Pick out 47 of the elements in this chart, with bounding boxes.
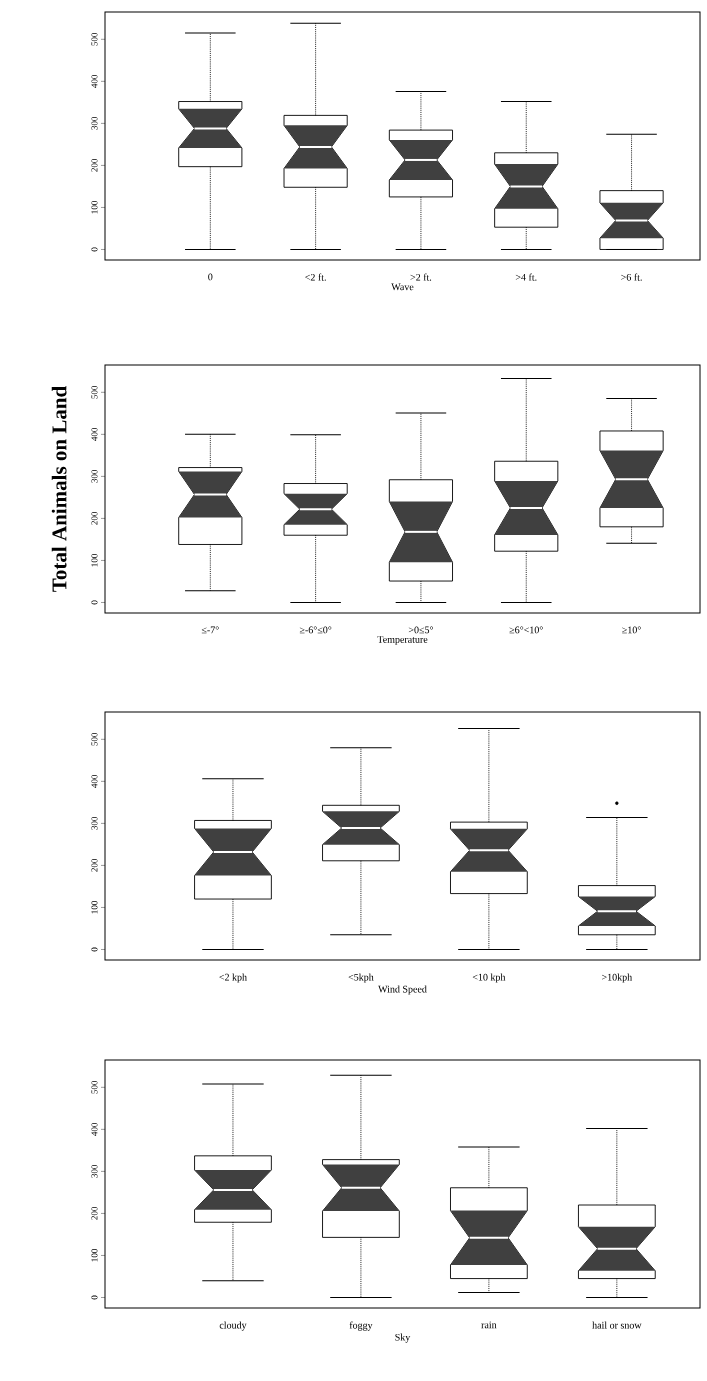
x-axis-title: Temperature bbox=[377, 636, 428, 645]
y-axis-title: Total Animals on Land bbox=[51, 386, 67, 592]
y-tick-label: 200 bbox=[91, 859, 98, 872]
y-tick-label: 300 bbox=[91, 816, 98, 830]
x-tick-label: ≥6°<10° bbox=[509, 626, 543, 634]
x-tick-label: rain bbox=[481, 1321, 497, 1329]
y-tick-label: 300 bbox=[91, 116, 98, 130]
x-tick-label: <10 kph bbox=[472, 973, 506, 983]
y-tick-label: 300 bbox=[91, 1164, 98, 1178]
x-tick-label: hail or snow bbox=[592, 1321, 642, 1329]
x-tick-label: <2 ft. bbox=[305, 273, 326, 281]
x-tick-label: cloudy bbox=[219, 1321, 247, 1331]
y-tick-label: 0 bbox=[91, 600, 98, 605]
x-tick-label: >4 ft. bbox=[515, 273, 537, 281]
y-tick-label: 0 bbox=[91, 947, 98, 952]
x-tick-label: >0≤5° bbox=[408, 626, 434, 634]
y-tick-label: 100 bbox=[91, 901, 98, 914]
y-tick-label: 500 bbox=[91, 32, 98, 46]
x-tick-label: >2 ft. bbox=[410, 273, 432, 281]
x-axis-title: Wind Speed bbox=[378, 985, 427, 995]
y-tick-label: 400 bbox=[91, 427, 98, 441]
y-tick-label: 500 bbox=[91, 732, 98, 746]
y-tick-label: 100 bbox=[91, 1249, 98, 1262]
y-tick-label: 500 bbox=[91, 385, 98, 399]
y-tick-label: 200 bbox=[91, 1207, 98, 1220]
x-tick-label: >6 ft. bbox=[621, 273, 642, 281]
x-tick-label: 0 bbox=[208, 273, 213, 281]
y-tick-label: 200 bbox=[91, 512, 98, 525]
y-tick-label: 300 bbox=[91, 469, 98, 483]
y-tick-label: 0 bbox=[91, 1295, 98, 1300]
y-tick-label: 200 bbox=[91, 159, 98, 172]
x-tick-label: foggy bbox=[349, 1321, 373, 1331]
x-axis-title: Wave bbox=[391, 283, 414, 291]
x-tick-label: ≥-6°≤0° bbox=[299, 626, 332, 634]
y-tick-label: 100 bbox=[91, 554, 98, 567]
x-tick-label: >10kph bbox=[602, 973, 633, 983]
x-tick-label: <2 kph bbox=[219, 973, 247, 983]
x-axis-title: Sky bbox=[395, 1333, 411, 1343]
y-tick-label: 400 bbox=[91, 74, 98, 88]
x-tick-label: <5kph bbox=[348, 973, 374, 983]
y-tick-label: 100 bbox=[91, 201, 98, 214]
y-tick-label: 500 bbox=[91, 1080, 98, 1094]
y-tick-label: 0 bbox=[91, 247, 98, 252]
x-tick-label: ≥10° bbox=[622, 626, 641, 634]
y-tick-label: 400 bbox=[91, 774, 98, 788]
x-tick-label: ≤-7° bbox=[201, 626, 219, 634]
y-tick-label: 400 bbox=[91, 1122, 98, 1136]
